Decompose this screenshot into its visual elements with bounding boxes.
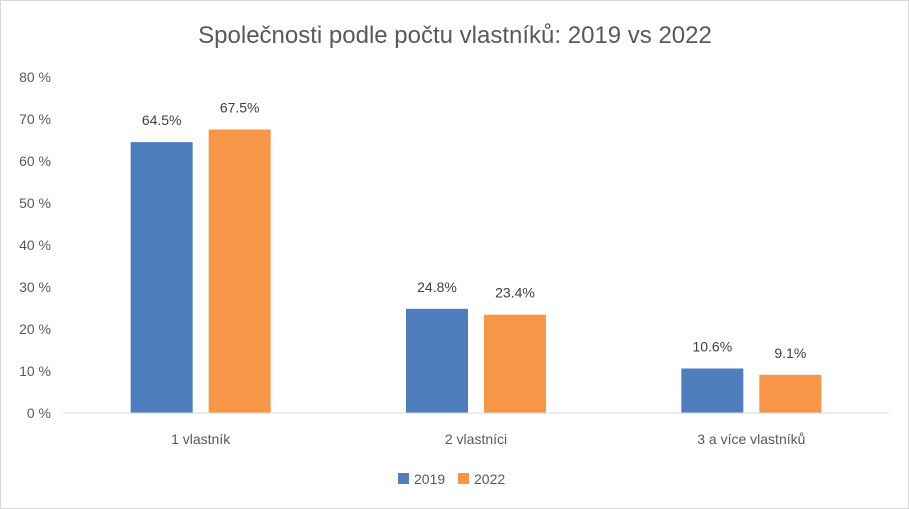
legend-label: 2022 [474,471,505,487]
y-tick-label: 30 % [19,279,51,295]
data-label: 24.8% [417,279,457,295]
chart-title: Společnosti podle počtu vlastníků: 2019 … [198,22,712,49]
bar-2022-3 [759,374,822,413]
y-tick-label: 60 % [19,153,51,169]
data-label: 64.5% [142,112,182,128]
y-tick-label: 70 % [19,111,51,127]
data-label: 67.5% [220,100,260,116]
data-label: 10.6% [692,338,732,354]
bar-2019-1 [130,142,193,413]
y-tick-label: 50 % [19,195,51,211]
x-category-label: 3 a více vlastníků [697,431,805,447]
x-axis: 1 vlastník 2 vlastníci 3 a více vlastníků [63,412,889,447]
y-tick-label: 40 % [19,237,51,253]
legend-swatch-2022 [458,473,469,484]
y-tick-label: 10 % [19,363,51,379]
bar-2019-2 [406,308,468,413]
legend-swatch-2019 [398,473,409,484]
legend-label: 2019 [414,471,445,487]
y-tick-label: 0 % [27,405,51,421]
y-axis: 0 % 10 % 20 % 30 % 40 % 50 % 60 % 70 % 80 % [19,69,51,421]
bar-2019-3 [681,368,744,413]
data-label: 23.4% [495,285,535,301]
bars-group: 64.5% 67.5% 24.8% 23.4% 10.6% 9.1% [130,100,822,413]
data-label: 9.1% [774,345,806,361]
bar-2022-2 [484,314,546,413]
legend: 2019 2022 [398,471,505,487]
y-tick-label: 20 % [19,321,51,337]
x-category-label: 1 vlastník [171,431,231,447]
x-category-label: 2 vlastníci [445,431,507,447]
y-tick-label: 80 % [19,69,51,85]
bar-2022-1 [208,129,271,413]
